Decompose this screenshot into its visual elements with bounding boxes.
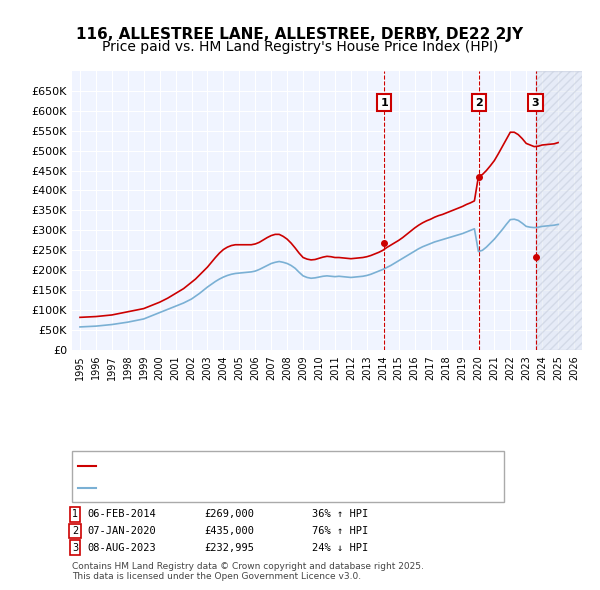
Text: 36% ↑ HPI: 36% ↑ HPI bbox=[312, 510, 368, 519]
Text: 2: 2 bbox=[72, 526, 78, 536]
Text: HPI: Average price, detached house, City of Derby: HPI: Average price, detached house, City… bbox=[102, 483, 347, 493]
Text: Contains HM Land Registry data © Crown copyright and database right 2025.
This d: Contains HM Land Registry data © Crown c… bbox=[72, 562, 424, 581]
Text: 24% ↓ HPI: 24% ↓ HPI bbox=[312, 543, 368, 552]
Text: 07-JAN-2020: 07-JAN-2020 bbox=[87, 526, 156, 536]
Text: £232,995: £232,995 bbox=[204, 543, 254, 552]
Text: £269,000: £269,000 bbox=[204, 510, 254, 519]
Text: 3: 3 bbox=[532, 98, 539, 108]
Text: 1: 1 bbox=[380, 98, 388, 108]
Text: Price paid vs. HM Land Registry's House Price Index (HPI): Price paid vs. HM Land Registry's House … bbox=[102, 40, 498, 54]
Text: 76% ↑ HPI: 76% ↑ HPI bbox=[312, 526, 368, 536]
Text: 2: 2 bbox=[475, 98, 482, 108]
Text: 116, ALLESTREE LANE, ALLESTREE, DERBY, DE22 2JY (detached house): 116, ALLESTREE LANE, ALLESTREE, DERBY, D… bbox=[102, 461, 451, 471]
Bar bbox=[536, 71, 598, 350]
Text: 116, ALLESTREE LANE, ALLESTREE, DERBY, DE22 2JY: 116, ALLESTREE LANE, ALLESTREE, DERBY, D… bbox=[76, 27, 524, 41]
Text: 06-FEB-2014: 06-FEB-2014 bbox=[87, 510, 156, 519]
Text: 08-AUG-2023: 08-AUG-2023 bbox=[87, 543, 156, 552]
Text: 1: 1 bbox=[72, 510, 78, 519]
Text: £435,000: £435,000 bbox=[204, 526, 254, 536]
Text: 3: 3 bbox=[72, 543, 78, 552]
